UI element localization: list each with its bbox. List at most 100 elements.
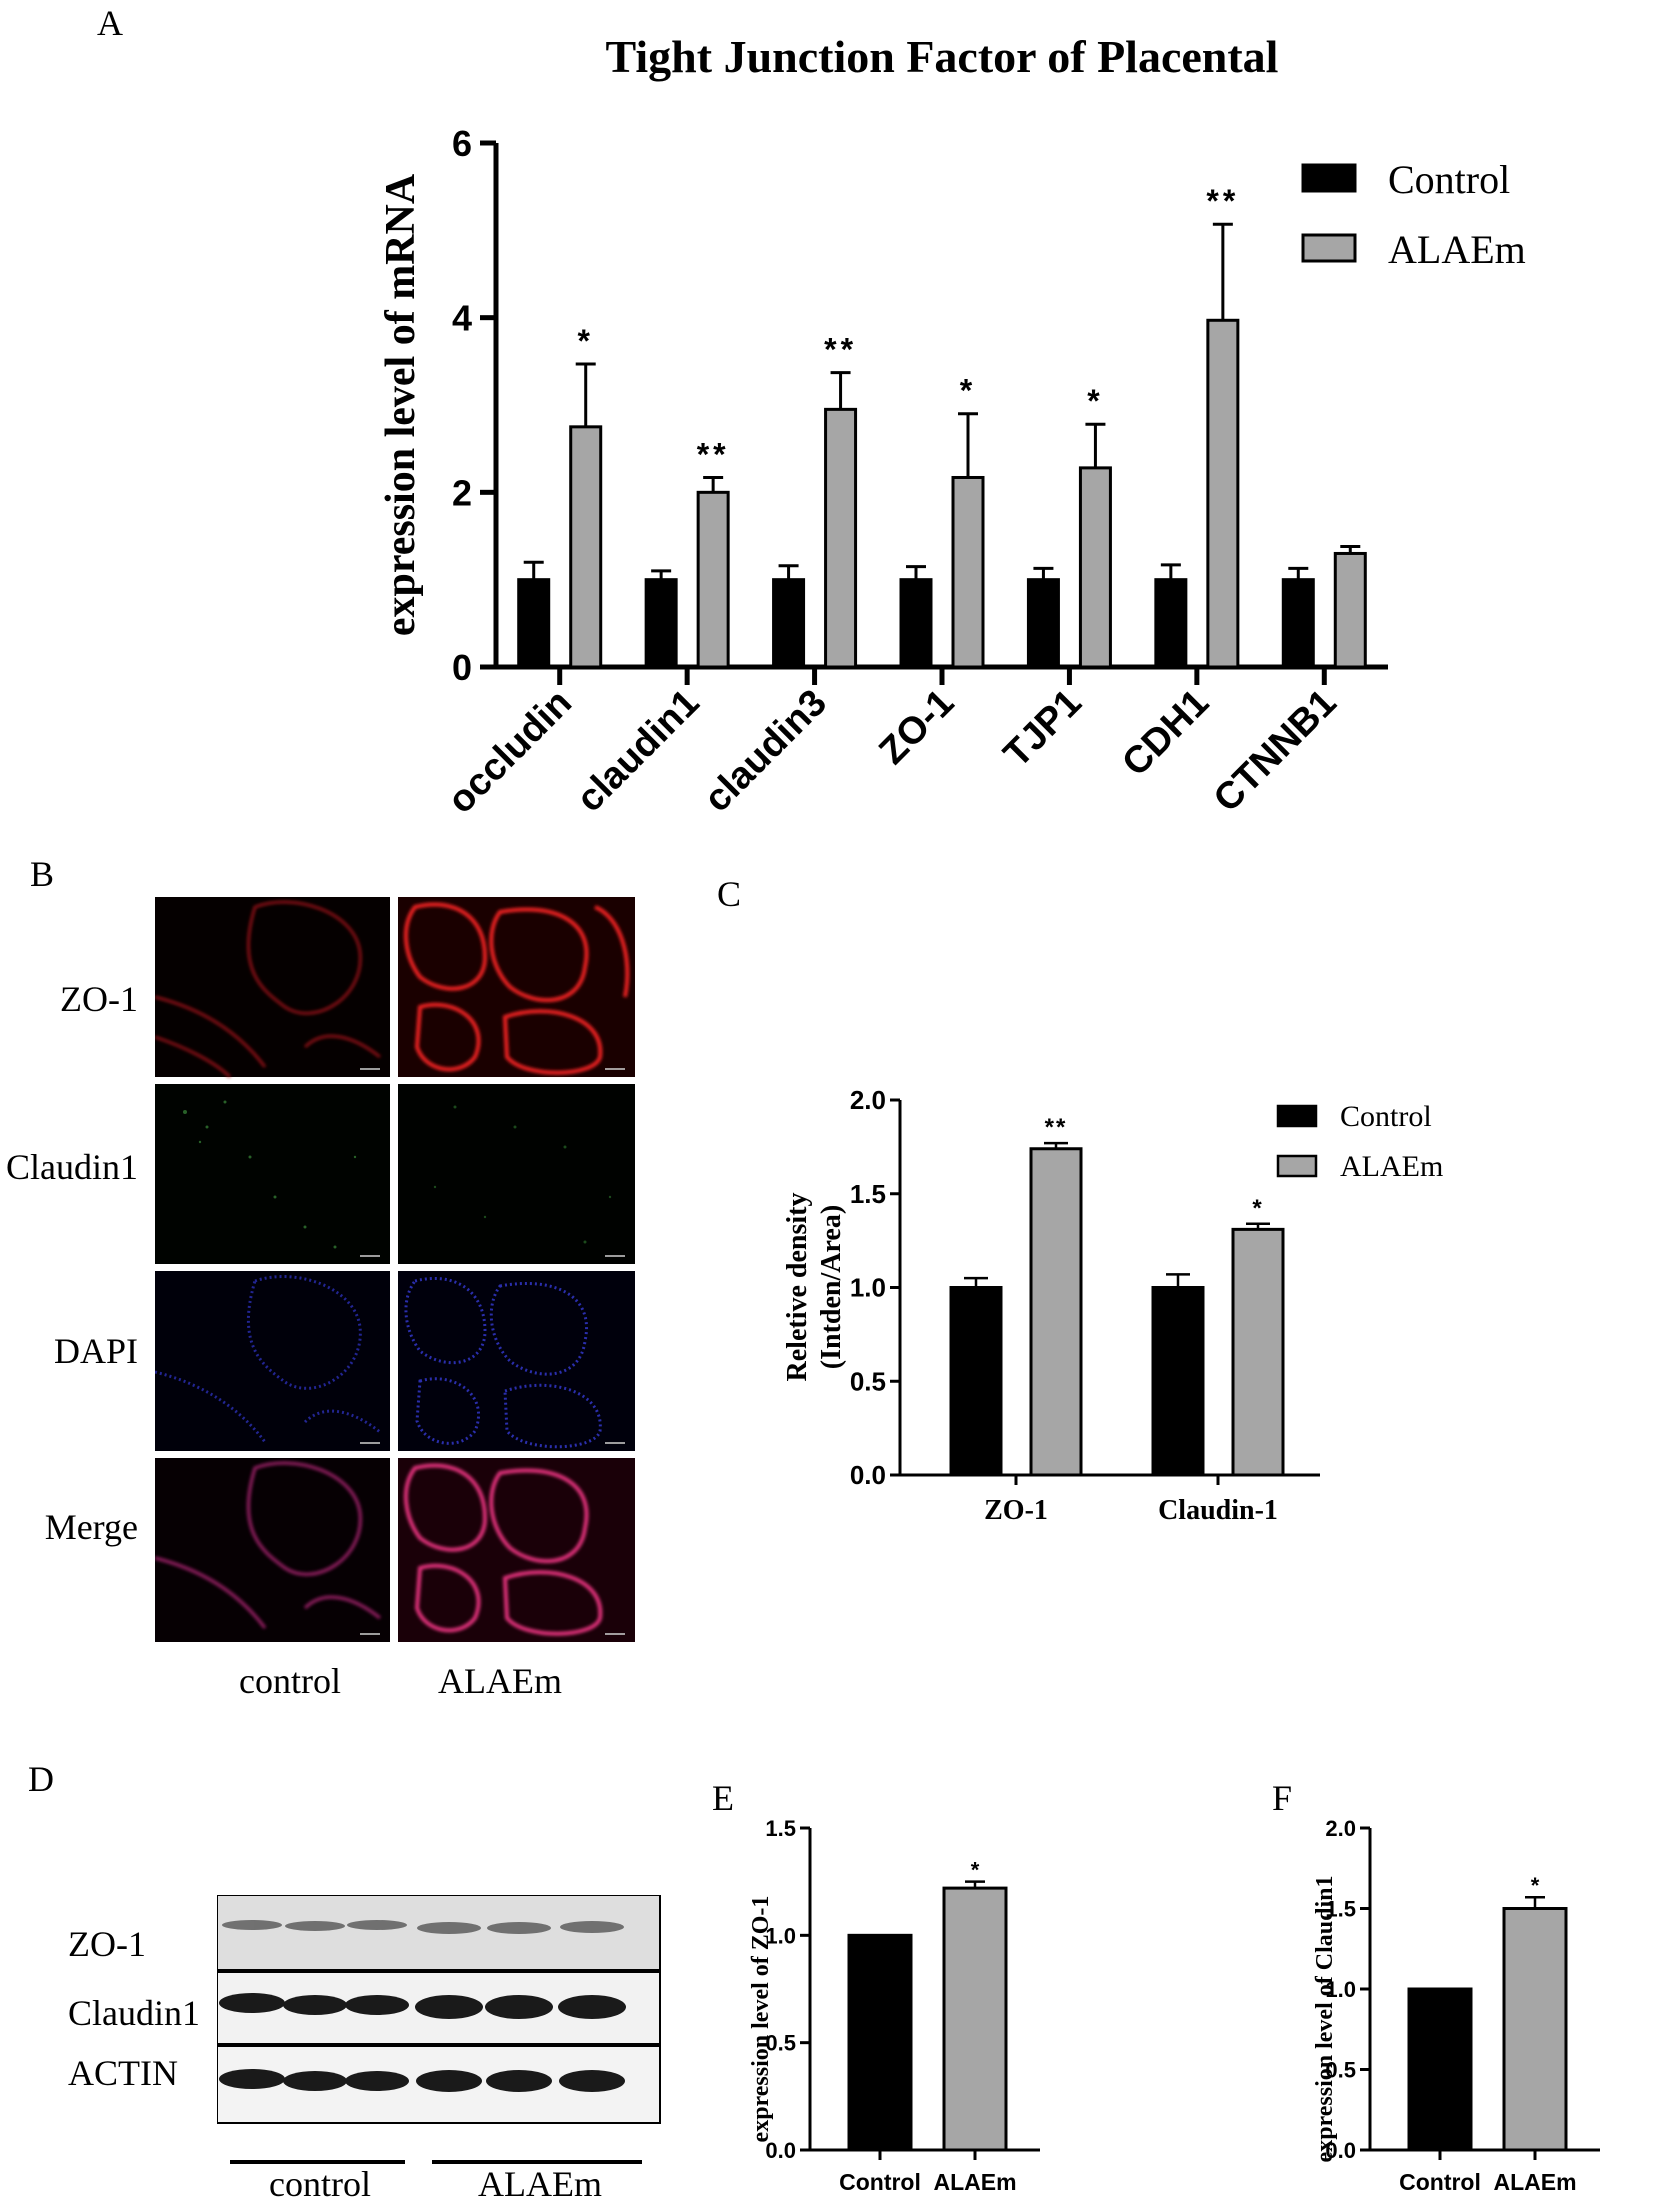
chart-f-bar-alaem bbox=[1502, 1907, 1568, 2152]
chart-c-y-tick-label: 1.5 bbox=[850, 1179, 886, 1209]
chart-a-bar-control bbox=[899, 578, 933, 669]
chart-e-x-tick-label: Control bbox=[839, 2169, 921, 2195]
panel-letter-c: C bbox=[717, 874, 742, 914]
chart-c-significance: ** bbox=[1045, 1114, 1068, 1141]
chart-c-y-axis-label: Reletive density bbox=[782, 1193, 813, 1382]
chart-e-significance: * bbox=[971, 1858, 980, 1883]
chart-a-bar-control bbox=[644, 578, 678, 669]
chart-e-y-axis-label: expression level of ZO-1 bbox=[748, 1896, 774, 2143]
chart-f-significance: * bbox=[1531, 1873, 1540, 1898]
micro-row-label-claudin1: Claudin1 bbox=[6, 1147, 138, 1187]
chart-e-x-tick-label: ALAEm bbox=[933, 2169, 1016, 2195]
micro-col-label-control: control bbox=[239, 1661, 341, 1701]
chart-a-y-tick-label: 2 bbox=[452, 472, 472, 513]
chart-c-y-tick-label: 0.0 bbox=[850, 1460, 886, 1490]
chart-f-y-tick-label: 1.0 bbox=[1325, 1977, 1356, 2002]
chart-e-y-tick-label: 0.0 bbox=[765, 2138, 796, 2163]
western-blot-panel: ZO-1 Claudin1 ACTIN control ALAEm bbox=[40, 1880, 680, 2204]
chart-f-y-tick-label: 2.0 bbox=[1325, 1816, 1356, 1841]
chart-a-significance: ** bbox=[697, 436, 730, 472]
chart-a-x-tick-label: claudin3 bbox=[696, 682, 835, 821]
chart-e-y-tick-label: 1.5 bbox=[765, 1816, 796, 1841]
chart-a-bar-alaem bbox=[1078, 466, 1112, 669]
micro-claudin1-control bbox=[155, 1084, 390, 1264]
western-blot-image bbox=[217, 1895, 661, 2124]
chart-e-y-tick-label: 0.5 bbox=[765, 2031, 796, 2056]
chart-f-y-tick-label: 0.0 bbox=[1325, 2138, 1356, 2163]
chart-c-y-tick-label: 2.0 bbox=[850, 1085, 886, 1115]
chart-a-bar-alaem bbox=[1206, 318, 1240, 669]
chart-a-x-tick-label: CDH1 bbox=[1114, 682, 1217, 785]
chart-e-bar-control bbox=[847, 1933, 913, 2152]
chart-c-bar-alaem bbox=[1231, 1227, 1285, 1477]
wb-label-claudin1: Claudin1 bbox=[68, 1993, 200, 2033]
micro-dapi-alaem bbox=[398, 1271, 635, 1451]
chart-e-zo1-protein: expression level of ZO-10.0 0.5 1.0 1.5 Cont… bbox=[748, 1816, 1040, 2195]
chart-c-legend-swatch bbox=[1276, 1154, 1318, 1178]
chart-a-x-tick-label: CTNNB1 bbox=[1206, 682, 1345, 821]
chart-e-y-tick-label: 1.0 bbox=[765, 1923, 796, 1948]
chart-a-bar-control bbox=[772, 578, 806, 669]
chart-f-x-tick-label: Control bbox=[1399, 2169, 1481, 2195]
chart-a-significance: ** bbox=[1206, 183, 1239, 219]
chart-f-y-tick-label: 0.5 bbox=[1325, 2058, 1356, 2083]
microscopy-panel: ZO-1 Claudin1 DAPI Merge control ALAEm bbox=[0, 890, 700, 1720]
panel-letter-d: D bbox=[28, 1759, 54, 1799]
chart-c-bar-control bbox=[949, 1286, 1003, 1477]
chart-a-x-tick-label: TJP1 bbox=[996, 682, 1090, 776]
chart-c-x-tick-label: Claudin-1 bbox=[1158, 1495, 1278, 1526]
chart-a-significance: ** bbox=[824, 332, 857, 368]
chart-a-title: Tight Junction Factor of Placental bbox=[606, 31, 1279, 82]
panel-letter-f: F bbox=[1272, 1778, 1293, 1818]
chart-a-legend-swatch bbox=[1301, 163, 1357, 193]
chart-a-y-tick-label: 6 bbox=[452, 123, 472, 164]
chart-c-bar-control bbox=[1151, 1286, 1205, 1477]
chart-c-legend-label: Control bbox=[1340, 1100, 1432, 1133]
micro-row-label-dapi: DAPI bbox=[53, 1331, 138, 1371]
wb-group-line-alaem bbox=[432, 2160, 642, 2164]
chart-a-legend-swatch bbox=[1301, 233, 1357, 263]
chart-c-y-tick-label: 0.5 bbox=[850, 1366, 886, 1396]
chart-c-x-tick-label: ZO-1 bbox=[984, 1495, 1048, 1526]
chart-a-significance: * bbox=[577, 323, 593, 359]
chart-a-x-tick-label: claudin1 bbox=[569, 682, 708, 821]
wb-group-label-alaem: ALAEm bbox=[478, 2164, 602, 2204]
chart-a-legend-label: Control bbox=[1388, 157, 1510, 202]
micro-col-label-alaem: ALAEm bbox=[438, 1661, 562, 1701]
micro-dapi-control bbox=[155, 1271, 390, 1451]
chart-c-relative-density: Reletive density (Intden/Area) 0.0 0.5 1.0 1.… bbox=[782, 1085, 1443, 1526]
chart-a-x-tick-label: occludin bbox=[440, 682, 580, 822]
chart-a-significance: * bbox=[1087, 383, 1103, 419]
micro-row-label-zo1: ZO-1 bbox=[60, 979, 138, 1019]
chart-a-significance: * bbox=[960, 373, 976, 409]
chart-a-y-tick-label: 4 bbox=[452, 298, 472, 339]
panel-letter-a: A bbox=[97, 3, 123, 43]
chart-a-legend-label: ALAEm bbox=[1388, 227, 1526, 272]
chart-a-y-axis-label: expression level of mRNA bbox=[378, 173, 424, 636]
chart-f-bar-control bbox=[1407, 1987, 1473, 2152]
chart-c-y-axis-label-2: (Intden/Area) bbox=[816, 1205, 847, 1369]
chart-a-bar-alaem bbox=[696, 490, 730, 669]
chart-a-bar-alaem bbox=[951, 475, 985, 669]
chart-c-legend-label: ALAEm bbox=[1340, 1150, 1443, 1183]
chart-c-y-tick-label: 1.0 bbox=[850, 1273, 886, 1303]
chart-a-x-tick-label: ZO-1 bbox=[871, 682, 962, 773]
wb-label-zo1: ZO-1 bbox=[68, 1924, 146, 1964]
chart-a-y-tick-label: 0 bbox=[452, 647, 472, 688]
chart-f-x-tick-label: ALAEm bbox=[1493, 2169, 1576, 2195]
wb-group-label-control: control bbox=[269, 2164, 371, 2204]
chart-c-legend-swatch bbox=[1276, 1104, 1318, 1128]
microscopy-images bbox=[155, 897, 635, 1642]
chart-a-bar-control bbox=[517, 578, 551, 669]
chart-a-bar-alaem bbox=[1333, 551, 1367, 669]
chart-a-bar-alaem bbox=[824, 407, 858, 669]
chart-a-bar-control bbox=[1154, 578, 1188, 669]
panel-letter-e: E bbox=[712, 1778, 734, 1818]
chart-f-y-axis-label: expression level of Claudin1 bbox=[1312, 1876, 1338, 2163]
chart-e-bar-alaem bbox=[942, 1886, 1008, 2152]
chart-a-bar-alaem bbox=[569, 425, 603, 669]
micro-merge-alaem bbox=[398, 1458, 635, 1642]
chart-f-y-tick-label: 1.5 bbox=[1325, 1897, 1356, 1922]
micro-claudin1-alaem bbox=[398, 1084, 635, 1264]
